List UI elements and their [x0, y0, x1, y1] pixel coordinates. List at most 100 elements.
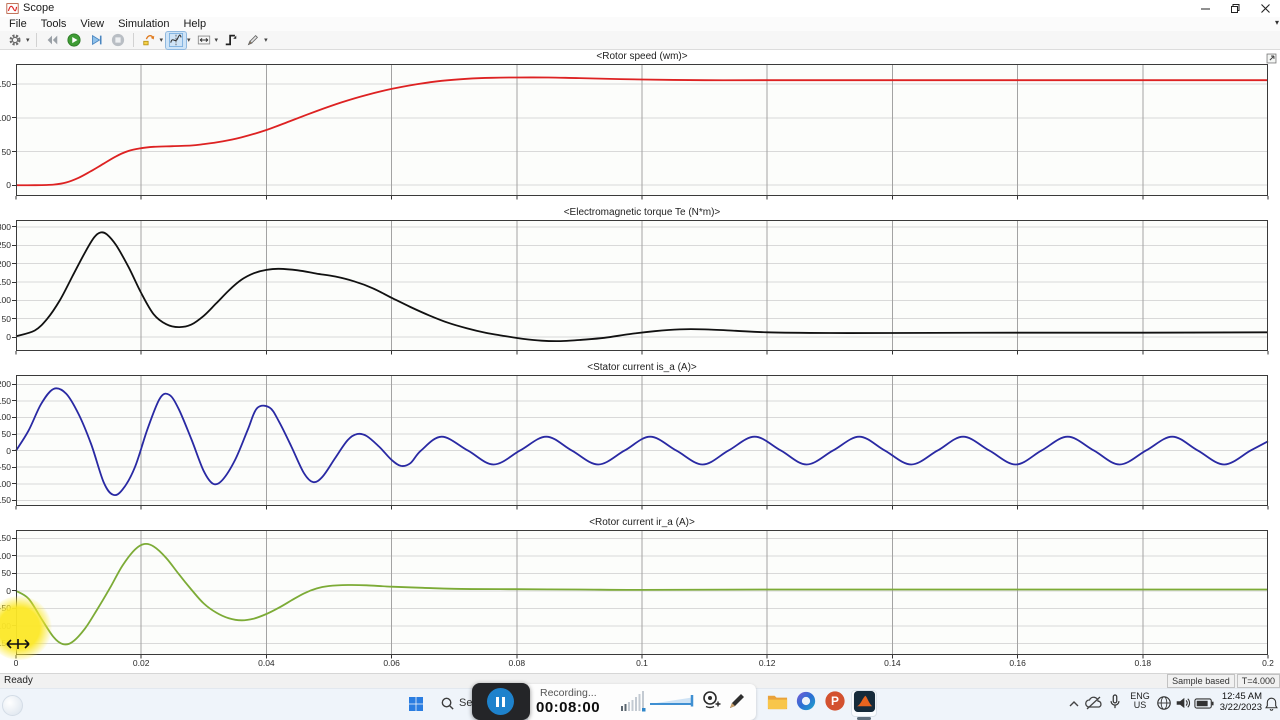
- y-tick-label: 150: [0, 277, 11, 287]
- tray-clock[interactable]: 12:45 AM 3/22/2023: [1210, 691, 1262, 713]
- y-tick: [12, 555, 16, 557]
- y-tick: [12, 318, 16, 320]
- taskbar-app-powerpoint[interactable]: P: [822, 690, 848, 717]
- network-globe-icon[interactable]: [1156, 695, 1172, 711]
- office-icon: [795, 690, 817, 717]
- minimize-button[interactable]: [1190, 0, 1220, 17]
- menu-simulation[interactable]: Simulation: [118, 18, 170, 30]
- y-tick-label: 50: [1, 568, 11, 579]
- y-tick-label: 0: [6, 445, 11, 456]
- taskbar-widget-icon[interactable]: [2, 695, 23, 716]
- float-scope-icon[interactable]: [1265, 52, 1278, 65]
- battery-icon[interactable]: [1194, 698, 1214, 709]
- settings-button[interactable]: [5, 32, 25, 49]
- audio-meter-icon: [620, 690, 646, 713]
- chart-series: [15, 542, 1268, 646]
- y-tick: [12, 184, 16, 186]
- y-tick-label: -50: [0, 462, 11, 473]
- chart-plot-3[interactable]: [15, 375, 1269, 510]
- x-tick-label: 0.14: [884, 658, 901, 668]
- x-tick-label: 0.06: [383, 658, 400, 668]
- chart-series: [15, 231, 1269, 343]
- step-forward-button[interactable]: [86, 32, 106, 49]
- language-indicator[interactable]: ENG US: [1128, 692, 1152, 710]
- menu-bar: File Tools View Simulation Help ▾: [0, 17, 1280, 31]
- volume-slider[interactable]: [648, 691, 698, 711]
- y-tick-label: 0: [6, 585, 11, 596]
- taskbar-app-matlab[interactable]: [851, 690, 877, 717]
- restore-button[interactable]: [1220, 0, 1250, 17]
- chart-plot-1[interactable]: [15, 64, 1269, 200]
- style-brush-button[interactable]: [243, 32, 263, 49]
- y-tick-label: 300: [0, 221, 11, 232]
- menu-help[interactable]: Help: [183, 18, 207, 30]
- trigger-button[interactable]: [221, 32, 241, 49]
- speaker-icon[interactable]: [1175, 695, 1192, 711]
- file-explorer-icon: [766, 690, 789, 718]
- draw-pen-icon[interactable]: [727, 690, 747, 711]
- menu-view[interactable]: View: [80, 18, 105, 30]
- x-tick-label: 0.08: [508, 658, 526, 668]
- menu-tools[interactable]: Tools: [40, 18, 67, 30]
- pause-recording-button[interactable]: [487, 688, 514, 715]
- scope-app-icon: [6, 2, 19, 15]
- webcam-add-icon[interactable]: [701, 690, 721, 711]
- y-tick: [12, 244, 16, 246]
- settings-button-dropdown-icon[interactable]: ▾: [26, 37, 30, 44]
- y-tick: [12, 83, 16, 85]
- y-tick: [12, 263, 16, 265]
- y-tick-label: 150: [0, 395, 11, 406]
- tray-chevron-up-icon[interactable]: [1068, 700, 1080, 708]
- cursor-measurements-button[interactable]: [165, 30, 188, 50]
- clock-date: 3/22/2023: [1219, 702, 1262, 713]
- y-tick: [12, 281, 16, 283]
- onedrive-paused-icon[interactable]: [1084, 695, 1104, 711]
- y-tick: [12, 483, 16, 485]
- taskbar-app-office[interactable]: [793, 690, 819, 717]
- x-tick-label: 0: [13, 658, 19, 668]
- x-tick-label: 0.2: [1262, 658, 1274, 668]
- notification-bell-icon[interactable]: [1264, 696, 1279, 712]
- close-button[interactable]: [1250, 0, 1280, 17]
- y-tick: [12, 151, 16, 153]
- svg-text:P: P: [831, 694, 839, 708]
- recording-time: 00:08:00: [536, 699, 601, 716]
- y-tick: [12, 450, 16, 452]
- recording-status: Recording...: [540, 687, 597, 699]
- run-button[interactable]: [64, 32, 84, 49]
- chart-plot-4[interactable]: [15, 530, 1269, 659]
- x-tick-label: 0.18: [1134, 658, 1152, 668]
- highlight-block-button[interactable]: [139, 32, 159, 49]
- start-button[interactable]: [408, 696, 424, 712]
- y-tick-label: 50: [1, 429, 11, 440]
- chart-series: [15, 387, 1269, 497]
- menu-file[interactable]: File: [9, 18, 27, 30]
- matlab-icon: [853, 690, 876, 718]
- toolbar: ▾ ▾ ▾ ▾ ▾: [0, 30, 1280, 50]
- active-app-indicator: [857, 717, 871, 720]
- taskbar-app-file-explorer[interactable]: [764, 690, 790, 717]
- y-tick: [12, 336, 16, 338]
- search-input[interactable]: Se: [459, 697, 473, 709]
- y-tick-label: 50: [1, 146, 11, 157]
- powerpoint-icon: P: [824, 690, 846, 717]
- search-icon[interactable]: [440, 696, 455, 711]
- y-tick: [12, 537, 16, 539]
- y-tick: [12, 299, 16, 301]
- zoom-fit-button[interactable]: [194, 32, 214, 49]
- zoom-fit-button-dropdown-icon[interactable]: ▾: [214, 37, 219, 44]
- recording-panel: Recording... 00:08:00: [528, 684, 756, 720]
- style-brush-button-dropdown-icon[interactable]: ▾: [264, 37, 268, 44]
- microphone-icon[interactable]: [1108, 693, 1122, 711]
- chart-title: <Rotor current ir_a (A)>: [589, 517, 695, 528]
- step-back-button[interactable]: [42, 32, 62, 49]
- cursor-highlight: [0, 596, 52, 660]
- stop-button[interactable]: [108, 32, 128, 49]
- highlight-block-button-dropdown-icon[interactable]: ▾: [159, 37, 164, 44]
- cursor-measurements-button-dropdown-icon[interactable]: ▾: [187, 37, 191, 44]
- chart-plot-2[interactable]: [15, 220, 1269, 355]
- y-tick-label: 100: [0, 295, 11, 306]
- x-tick-label: 0.12: [758, 658, 776, 668]
- menu-overflow-icon[interactable]: ▾: [1274, 18, 1279, 27]
- chart-series: [15, 76, 1268, 187]
